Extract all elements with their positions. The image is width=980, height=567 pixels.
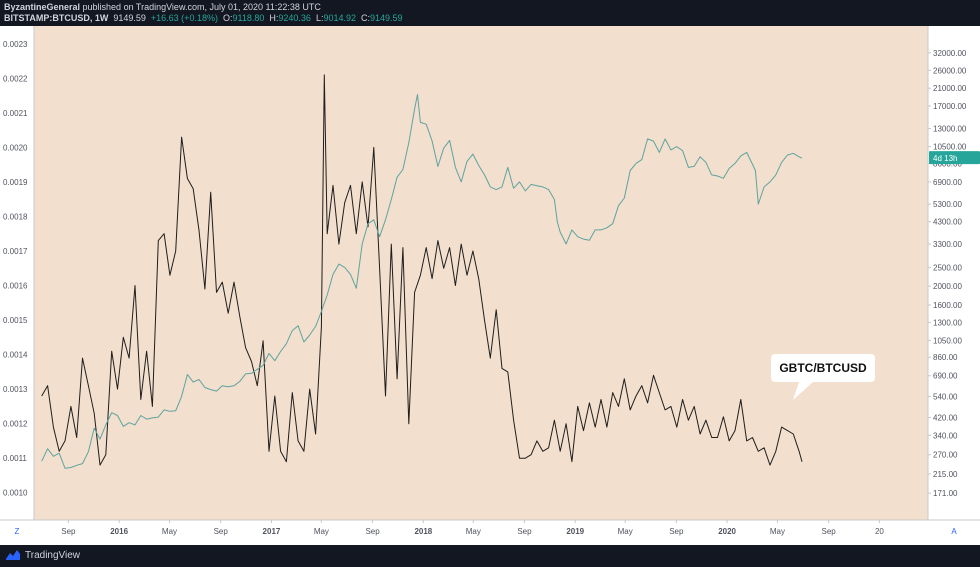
left-price-scale (0, 26, 34, 520)
x-tick-label: 2019 (566, 527, 584, 536)
left-tick-label: 0.0013 (3, 385, 28, 394)
x-tick-label: 2018 (414, 527, 432, 536)
right-tick-label: 420.00 (933, 414, 958, 423)
right-tick-label: 26000.00 (933, 66, 967, 75)
x-tick-label: May (618, 527, 633, 536)
right-tick-label: 13000.00 (933, 125, 967, 134)
price-change: +16.63 (+0.18%) (150, 13, 218, 23)
open-value: 9118.80 (232, 13, 265, 23)
right-tick-label: 215.00 (933, 470, 958, 479)
close-label: C: (361, 13, 371, 23)
right-tick-label: 1600.00 (933, 301, 962, 310)
right-tick-label: 1050.00 (933, 336, 962, 345)
right-tick-label: 270.00 (933, 451, 958, 460)
gbtc-ratio-line (41, 74, 803, 466)
right-tick-label: 2500.00 (933, 263, 962, 272)
x-tick-label: May (162, 527, 177, 536)
right-tick-label: 171.00 (933, 489, 958, 498)
x-tick-label: 2020 (718, 527, 736, 536)
callout-label: GBTC/BTCUSD (779, 361, 867, 375)
callout-pointer (793, 382, 813, 400)
author-name[interactable]: ByzantineGeneral (4, 2, 81, 12)
right-tick-label: 1300.00 (933, 318, 962, 327)
high-value: 9240.36 (278, 13, 311, 23)
x-tick-label: 2017 (263, 527, 281, 536)
symbol-line: BITSTAMP:BTCUSD, 1W 9149.59 +16.63 (+0.1… (4, 13, 980, 24)
left-tick-label: 0.0015 (3, 316, 28, 325)
time-scale (0, 520, 980, 545)
x-tick-label: Sep (822, 527, 837, 536)
right-tick-label: 17000.00 (933, 102, 967, 111)
left-tick-label: 0.0018 (3, 212, 28, 221)
x-tick-label: Sep (365, 527, 380, 536)
last-price-tag (929, 151, 980, 165)
x-tick-label: 20 (875, 527, 884, 536)
close-value: 9149.59 (370, 13, 403, 23)
left-tick-label: 0.0014 (3, 351, 28, 360)
right-tick-label: 32000.00 (933, 49, 967, 58)
right-tick-label: 2000.00 (933, 282, 962, 291)
x-tick-label: Sep (669, 527, 684, 536)
publish-line: ByzantineGeneral published on TradingVie… (4, 2, 980, 13)
left-tick-label: 0.0011 (3, 454, 27, 463)
right-tick-label: 690.00 (933, 372, 958, 381)
footer: TradingView (0, 545, 980, 567)
x-tick-label: Sep (517, 527, 532, 536)
right-tick-label: 6900.00 (933, 178, 962, 187)
left-tick-label: 0.0017 (3, 247, 28, 256)
publish-info: published on TradingView.com, July 01, 2… (80, 2, 321, 12)
x-tick-label: May (770, 527, 785, 536)
low-label: L: (315, 13, 324, 23)
left-tick-label: 0.0023 (3, 40, 28, 49)
open-label: O: (222, 13, 233, 23)
callout-box (771, 354, 875, 382)
right-tick-label: 340.00 (933, 431, 958, 440)
right-price-scale (928, 26, 980, 520)
plot-area (34, 26, 928, 520)
left-tick-label: 0.0012 (3, 420, 28, 429)
x-tick-label: Sep (214, 527, 229, 536)
right-tick-label: 21000.00 (933, 84, 967, 93)
left-tick-label: 0.0020 (3, 143, 28, 152)
right-tick-label: 5300.00 (933, 200, 962, 209)
left-corner-label: Z (15, 527, 20, 536)
low-value: 9014.92 (323, 13, 357, 23)
brand-name: TradingView (25, 549, 81, 561)
right-tick-label: 3300.00 (933, 240, 962, 249)
left-tick-label: 0.0016 (3, 282, 28, 291)
last-price-tag-label: 4d 13h (933, 154, 957, 163)
symbol-name[interactable]: BITSTAMP:BTCUSD, 1W (4, 13, 109, 23)
right-tick-label: 4300.00 (933, 218, 962, 227)
last-price: 9149.59 (113, 13, 146, 23)
right-tick-label: 540.00 (933, 392, 958, 401)
tradingview-logo-icon (6, 550, 20, 560)
left-tick-label: 0.0019 (3, 178, 28, 187)
tradingview-brand[interactable]: TradingView (5, 549, 80, 561)
left-tick-label: 0.0022 (3, 74, 28, 83)
left-tick-label: 0.0010 (3, 489, 28, 498)
right-tick-label: 860.00 (933, 353, 958, 362)
right-corner-label: A (951, 527, 957, 536)
high-label: H: (269, 13, 279, 23)
chart-header: ByzantineGeneral published on TradingVie… (0, 0, 980, 26)
btcusd-line (41, 94, 803, 469)
x-tick-label: Sep (61, 527, 76, 536)
right-tick-label: 10500.00 (933, 143, 967, 152)
left-tick-label: 0.0021 (3, 109, 28, 118)
x-tick-label: May (314, 527, 329, 536)
x-tick-label: May (466, 527, 481, 536)
x-tick-label: 2016 (110, 527, 128, 536)
chart-svg[interactable]: 0.0010 0.0011 0.0012 0.0013 0.0014 0.0015 0.00… (0, 26, 980, 545)
